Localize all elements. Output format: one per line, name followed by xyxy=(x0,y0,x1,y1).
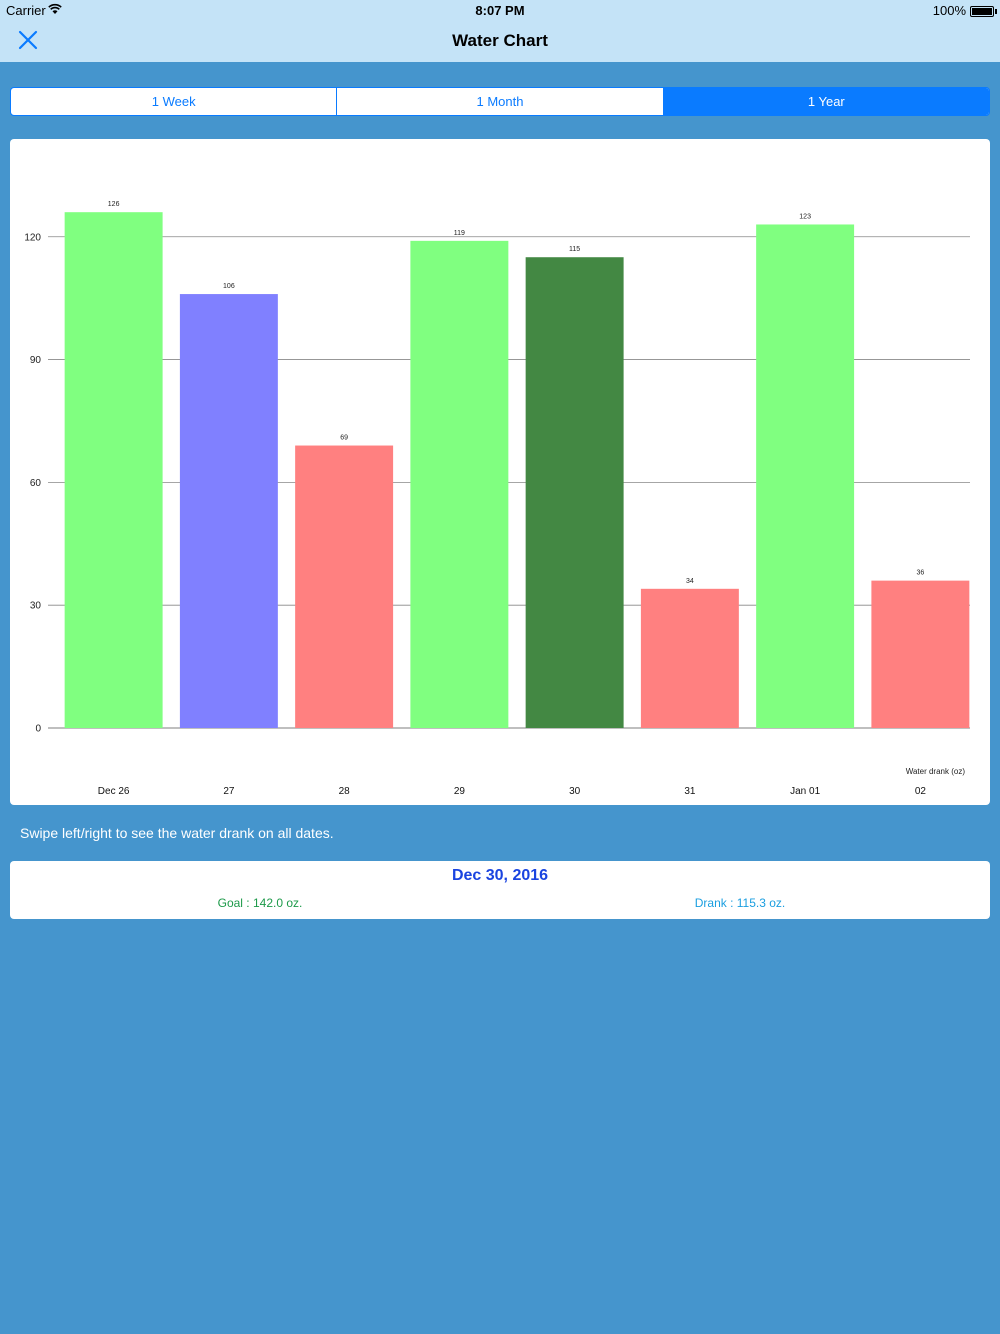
battery-icon xyxy=(970,6,997,17)
bar-value-label: 115 xyxy=(569,246,580,253)
y-tick-label: 0 xyxy=(35,724,41,735)
x-tick-label: 30 xyxy=(569,786,581,797)
water-chart-card[interactable]: 0 30 60 90 120 126 Dec 26 106 27 69 28 119 29 115 30 34… xyxy=(10,139,990,805)
bar[interactable] xyxy=(179,294,278,728)
bar[interactable] xyxy=(640,588,739,728)
y-tick-label: 60 xyxy=(30,478,42,489)
goal-label: Goal : 142.0 oz. xyxy=(217,896,303,910)
bar[interactable] xyxy=(295,445,394,728)
bar-value-label: 126 xyxy=(108,201,120,208)
x-tick-label: Dec 26 xyxy=(98,786,130,797)
x-tick-label: 31 xyxy=(684,786,696,797)
segment-1-month[interactable]: 1 Month xyxy=(336,88,662,115)
wifi-icon xyxy=(48,3,62,14)
bar[interactable] xyxy=(64,212,163,728)
x-tick-label: 29 xyxy=(454,786,466,797)
bar-value-label: 34 xyxy=(686,578,694,585)
close-icon[interactable] xyxy=(14,26,42,54)
y-tick-label: 30 xyxy=(30,601,42,612)
segment-1-week[interactable]: 1 Week xyxy=(151,94,196,109)
swipe-hint: Swipe left/right to see the water drank … xyxy=(20,825,334,841)
x-tick-label: Jan 01 xyxy=(790,786,820,797)
summary-date: Dec 30, 2016 xyxy=(451,867,549,884)
bar-value-label: 36 xyxy=(916,570,924,577)
battery-percent: 100% xyxy=(932,3,966,18)
bar[interactable] xyxy=(410,240,509,728)
bar[interactable] xyxy=(871,580,970,728)
segment-1-year[interactable]: 1 Year xyxy=(662,88,989,115)
time-range-segmented-control: 1 Week 1 Month 1 Year xyxy=(10,87,990,116)
x-tick-label: 28 xyxy=(339,786,351,797)
bar-value-label: 123 xyxy=(799,213,811,220)
carrier-label: Carrier xyxy=(6,3,46,18)
navigation-bar: Carrier 8:07 PM 100% Water Chart xyxy=(0,0,1000,62)
bar-value-label: 106 xyxy=(223,283,235,290)
bar[interactable] xyxy=(756,224,855,728)
bar-value-label: 119 xyxy=(454,230,465,237)
day-summary-card: Dec 30, 2016 Goal : 142.0 oz. Drank : 11… xyxy=(10,861,990,919)
drank-label: Drank : 115.3 oz. xyxy=(694,896,786,910)
y-tick-label: 120 xyxy=(24,232,41,243)
y-tick-label: 90 xyxy=(30,355,42,366)
bar[interactable] xyxy=(525,257,624,728)
clock: 8:07 PM xyxy=(475,3,525,18)
x-tick-label: 27 xyxy=(223,786,235,797)
y-axis-label: Water drank (oz) xyxy=(906,767,966,776)
water-bar-chart[interactable]: 0 30 60 90 120 126 Dec 26 106 27 69 28 119 29 115 30 34… xyxy=(10,139,990,805)
page-title: Water Chart xyxy=(452,31,548,50)
x-tick-label: 02 xyxy=(915,786,927,797)
bar-value-label: 69 xyxy=(340,435,348,442)
